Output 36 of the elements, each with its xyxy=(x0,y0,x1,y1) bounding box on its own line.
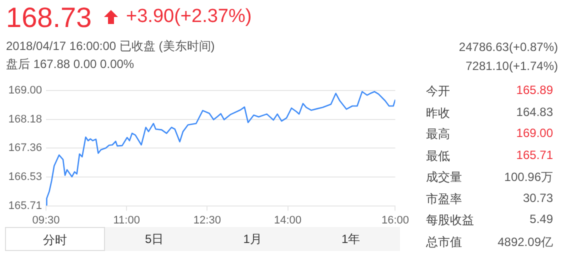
y-tick-label: 169.00 xyxy=(8,84,42,97)
x-tick-label: 14:00 xyxy=(274,214,302,226)
text: 164.83 xyxy=(516,104,553,118)
text: 成交量 xyxy=(426,169,462,186)
x-tick-label: 09:30 xyxy=(32,214,60,226)
text: +3.90(+2.37%) xyxy=(126,6,252,28)
text: 最低 xyxy=(426,148,450,164)
x-tick-label: 11:00 xyxy=(113,214,140,226)
text: 4892.09亿 xyxy=(498,234,553,250)
y-tick-label: 166.53 xyxy=(8,171,42,184)
text: 165.89 xyxy=(516,83,553,97)
text: 最高 xyxy=(426,126,450,143)
y-tick-label: 167.36 xyxy=(8,142,42,154)
x-tick-label: 12:30 xyxy=(193,214,221,226)
text: 7281.10(+1.74%) xyxy=(466,59,558,73)
text: 每股收益 xyxy=(426,212,474,229)
text: 2018/04/17 16:00:00 已收盘 (美东时间) xyxy=(6,38,215,55)
text: 169.00 xyxy=(516,126,553,140)
text: 5日 xyxy=(144,231,165,248)
text: 总市值 xyxy=(426,234,462,250)
y-tick-label: 168.18 xyxy=(8,113,42,126)
text: 昨收 xyxy=(426,104,450,122)
text: 5.49 xyxy=(530,212,553,226)
text: 24786.63(+0.87%) xyxy=(458,40,558,54)
text: 1年 xyxy=(340,231,362,248)
text: 1月 xyxy=(242,231,263,248)
chart-title: 168.73 xyxy=(6,2,92,34)
text: 100.96万 xyxy=(504,169,553,186)
text: 30.73 xyxy=(522,190,553,204)
text: 盘后 167.88 0.00 0.00% xyxy=(6,56,134,73)
text: 165.71 xyxy=(516,148,553,162)
x-tick-label: 16:00 xyxy=(381,214,409,226)
text: 今开 xyxy=(426,83,450,100)
text: 分时 xyxy=(5,227,106,251)
text: 市盈率 xyxy=(426,190,462,208)
y-tick-label: 165.71 xyxy=(8,200,42,212)
